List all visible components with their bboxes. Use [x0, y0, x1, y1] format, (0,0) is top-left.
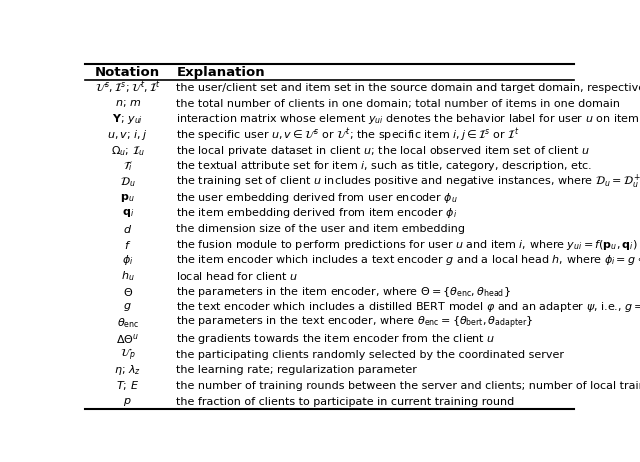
Text: $\mathbf{p}_u$: $\mathbf{p}_u$ [120, 192, 135, 204]
Text: interaction matrix whose element $y_{ui}$ denotes the behavior label for user $u: interaction matrix whose element $y_{ui}… [177, 112, 640, 126]
Text: $\Omega_u$; $\mathcal{I}_u$: $\Omega_u$; $\mathcal{I}_u$ [111, 144, 145, 158]
Text: the item encoder which includes a text encoder $g$ and a local head $h$, where $: the item encoder which includes a text e… [177, 253, 640, 267]
Text: $\theta_{\mathrm{enc}}$: $\theta_{\mathrm{enc}}$ [116, 316, 139, 330]
Text: Notation: Notation [95, 66, 160, 79]
Text: the user embedding derived from user encoder $\phi_u$: the user embedding derived from user enc… [177, 191, 458, 205]
Text: the fraction of clients to participate in current training round: the fraction of clients to participate i… [177, 396, 515, 407]
Text: Explanation: Explanation [177, 66, 265, 79]
Text: the dimension size of the user and item embedding: the dimension size of the user and item … [177, 224, 465, 234]
Text: the total number of clients in one domain; total number of items in one domain: the total number of clients in one domai… [177, 98, 620, 109]
Text: $\eta$; $\lambda_z$: $\eta$; $\lambda_z$ [114, 363, 141, 377]
Text: the textual attribute set for item $i$, such as title, category, description, et: the textual attribute set for item $i$, … [177, 159, 593, 173]
Text: local head for client $u$: local head for client $u$ [177, 270, 299, 282]
Text: the user/client set and item set in the source domain and target domain, respect: the user/client set and item set in the … [177, 83, 640, 93]
Text: $h_u$: $h_u$ [121, 269, 134, 283]
Text: $n$; $m$: $n$; $m$ [115, 98, 141, 109]
Text: $g$: $g$ [124, 301, 132, 313]
Text: the participating clients randomly selected by the coordinated server: the participating clients randomly selec… [177, 350, 564, 359]
Text: the parameters in the text encoder, where $\theta_{\mathrm{enc}} = \{\theta_{\ma: the parameters in the text encoder, wher… [177, 315, 534, 331]
Text: the item embedding derived from item encoder $\phi_i$: the item embedding derived from item enc… [177, 207, 458, 220]
Text: $\mathcal{U}_p$: $\mathcal{U}_p$ [120, 346, 136, 363]
Text: $f$: $f$ [124, 239, 131, 251]
Text: $\mathcal{U}^s, \mathcal{I}^s; \mathcal{U}^t, \mathcal{I}^t$: $\mathcal{U}^s, \mathcal{I}^s; \mathcal{… [95, 79, 161, 96]
Text: the gradients towards the item encoder from the client $u$: the gradients towards the item encoder f… [177, 332, 496, 346]
Text: $d$: $d$ [123, 223, 132, 235]
Text: the training set of client $u$ includes positive and negative instances, where $: the training set of client $u$ includes … [177, 173, 640, 191]
Text: $\mathcal{T}_i$: $\mathcal{T}_i$ [123, 159, 132, 173]
Text: $\mathbf{Y}$; $y_{ui}$: $\mathbf{Y}$; $y_{ui}$ [112, 112, 143, 126]
Text: the text encoder which includes a distilled BERT model $\varphi$ and an adapter : the text encoder which includes a distil… [177, 300, 640, 315]
Text: $\phi_i$: $\phi_i$ [122, 253, 133, 267]
Text: $T$; $E$: $T$; $E$ [116, 379, 140, 392]
Text: $\mathbf{q}_i$: $\mathbf{q}_i$ [122, 207, 134, 219]
Text: the specific user $u, v \in \mathcal{U}^s$ or $\mathcal{U}^t$; the specific item: the specific user $u, v \in \mathcal{U}^… [177, 126, 520, 144]
Text: $p$: $p$ [124, 395, 132, 407]
Text: the learning rate; regularization parameter: the learning rate; regularization parame… [177, 365, 417, 375]
Text: $\Delta\Theta^u$: $\Delta\Theta^u$ [116, 332, 140, 346]
Text: $\mathcal{D}_u$: $\mathcal{D}_u$ [120, 175, 136, 189]
Text: the parameters in the item encoder, where $\Theta = \{\theta_{\mathrm{enc}}, \th: the parameters in the item encoder, wher… [177, 285, 511, 299]
Text: the local private dataset in client $u$; the local observed item set of client $: the local private dataset in client $u$;… [177, 144, 591, 158]
Text: the number of training rounds between the server and clients; number of local tr: the number of training rounds between th… [177, 381, 640, 391]
Text: $\Theta$: $\Theta$ [123, 286, 132, 298]
Text: $u, v$; $i, j$: $u, v$; $i, j$ [108, 128, 148, 142]
Text: the fusion module to perform predictions for user $u$ and item $i$, where $y_{ui: the fusion module to perform predictions… [177, 238, 638, 252]
